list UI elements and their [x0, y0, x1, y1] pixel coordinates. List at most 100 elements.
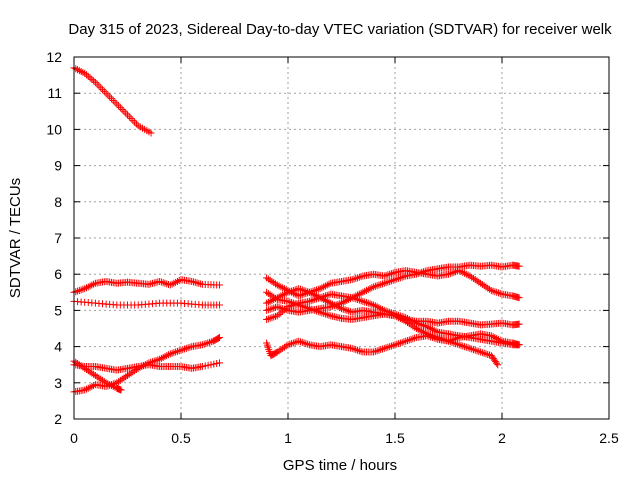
data-point-marker	[313, 307, 321, 315]
x-tick-label: 1.5	[385, 430, 405, 446]
data-point-marker	[295, 292, 303, 300]
data-point-marker	[284, 297, 292, 305]
data-point-marker	[364, 299, 372, 307]
y-tick-label: 3	[54, 375, 62, 391]
data-point-marker	[379, 280, 387, 288]
data-point-marker	[97, 375, 105, 383]
data-point-marker	[323, 297, 331, 305]
data-point-marker	[161, 279, 169, 287]
data-point-marker	[100, 87, 108, 95]
data-point-marker	[493, 288, 501, 296]
data-point-marker	[461, 269, 469, 277]
data-point-marker	[81, 386, 89, 394]
data-point-marker	[181, 345, 189, 353]
data-point-marker	[86, 383, 94, 391]
data-point-marker	[210, 360, 218, 368]
data-point-marker	[478, 349, 486, 357]
series-track-6	[70, 357, 125, 394]
data-point-marker	[264, 290, 272, 298]
data-point-marker	[350, 275, 358, 283]
data-point-marker	[396, 315, 404, 323]
y-tick-label: 7	[54, 230, 62, 246]
data-point-marker	[391, 341, 399, 349]
data-point-marker	[156, 355, 164, 363]
data-point-marker	[318, 309, 326, 317]
data-point-marker	[318, 293, 326, 301]
data-point-marker	[373, 282, 381, 290]
data-point-marker	[264, 298, 272, 306]
data-point-marker	[357, 289, 365, 297]
data-point-marker	[370, 348, 378, 356]
data-point-marker	[277, 292, 285, 300]
data-point-marker	[84, 384, 92, 392]
series-track-10	[263, 288, 502, 369]
data-point-marker	[350, 345, 358, 353]
data-point-marker	[321, 292, 329, 300]
data-point-marker	[273, 303, 281, 311]
data-point-marker	[361, 298, 369, 306]
data-point-marker	[450, 268, 458, 276]
data-point-marker	[173, 347, 181, 355]
data-point-marker	[316, 294, 324, 302]
data-point-marker	[201, 362, 209, 370]
data-point-marker	[107, 382, 115, 390]
data-point-marker	[302, 340, 310, 348]
data-point-marker	[298, 302, 306, 310]
data-point-marker	[352, 274, 360, 282]
data-point-marker	[305, 305, 313, 313]
data-point-marker	[411, 323, 419, 331]
data-point-marker	[99, 86, 107, 94]
y-tick-label: 12	[46, 49, 62, 65]
data-point-marker	[332, 301, 340, 309]
data-point-marker	[264, 275, 272, 283]
data-point-marker	[350, 293, 358, 301]
data-point-marker	[289, 286, 297, 294]
data-point-marker	[88, 281, 96, 289]
data-point-marker	[427, 325, 435, 332]
data-point-marker	[457, 341, 465, 349]
data-point-marker	[446, 337, 454, 345]
data-point-marker	[291, 300, 299, 308]
data-point-marker	[156, 277, 164, 285]
data-point-marker	[75, 67, 83, 75]
data-point-marker	[366, 285, 374, 293]
data-point-marker	[412, 325, 420, 332]
data-point-marker	[282, 306, 290, 314]
data-point-marker	[300, 339, 308, 347]
data-point-marker	[111, 98, 119, 106]
data-point-marker	[268, 296, 276, 304]
data-point-marker	[491, 288, 499, 296]
data-point-marker	[323, 311, 331, 319]
data-point-marker	[352, 292, 360, 300]
data-point-marker	[386, 270, 394, 278]
data-point-marker	[338, 299, 345, 307]
data-point-marker	[371, 282, 379, 290]
data-point-marker	[368, 284, 376, 292]
data-point-marker	[327, 303, 335, 311]
data-point-marker	[380, 279, 388, 287]
data-point-marker	[370, 283, 378, 291]
data-point-marker	[339, 298, 347, 306]
data-point-marker	[272, 349, 280, 357]
data-point-marker	[300, 286, 308, 294]
data-point-marker	[75, 286, 83, 294]
data-point-marker	[186, 343, 194, 351]
data-point-marker	[494, 361, 502, 369]
data-point-marker	[452, 335, 460, 343]
data-point-marker	[82, 366, 90, 374]
data-point-marker	[325, 280, 333, 288]
data-point-marker	[311, 286, 319, 294]
data-point-marker	[270, 279, 278, 287]
data-point-marker	[284, 341, 292, 349]
data-point-marker	[425, 324, 433, 332]
data-point-marker	[120, 107, 128, 115]
data-point-marker	[346, 295, 354, 303]
data-point-marker	[473, 347, 481, 355]
data-point-marker	[88, 369, 96, 377]
data-point-marker	[375, 281, 383, 289]
series-track-7	[263, 274, 523, 329]
data-point-marker	[471, 276, 479, 284]
data-point-marker	[384, 278, 392, 286]
data-point-marker	[318, 284, 326, 292]
data-point-marker	[84, 283, 92, 291]
